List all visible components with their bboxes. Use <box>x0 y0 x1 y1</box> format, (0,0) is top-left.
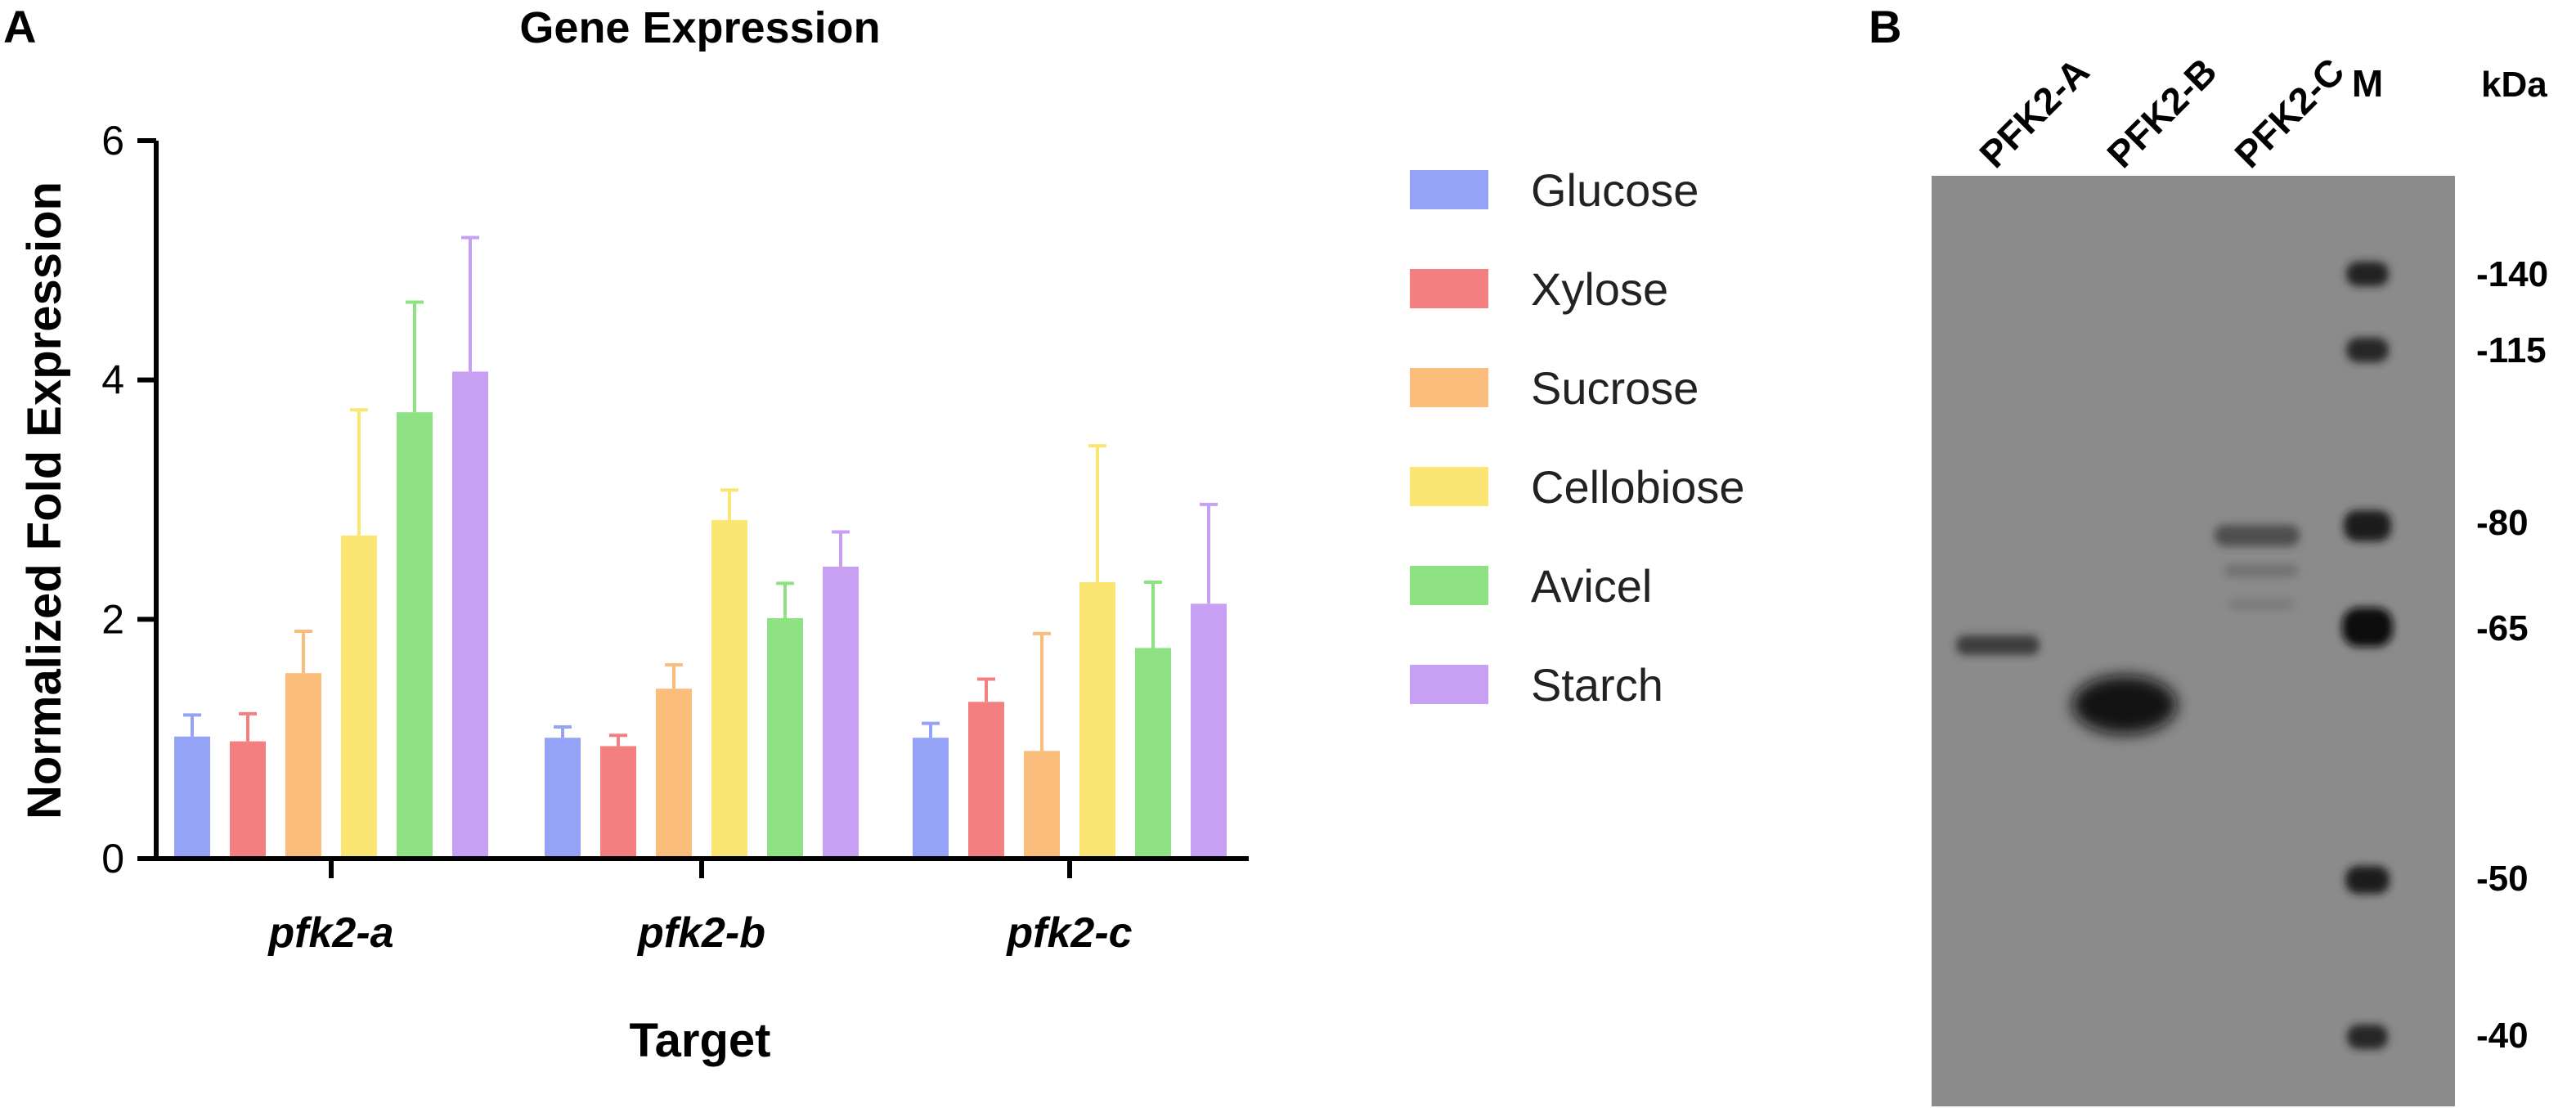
marker-band-40 <box>2347 1025 2388 1049</box>
lane-label-pfk2-c: PFK2-C <box>2226 50 2352 176</box>
bar-pfk2-a-glucose <box>174 736 210 859</box>
bar-pfk2-a-starch <box>452 371 488 859</box>
marker-band-80 <box>2344 510 2391 541</box>
legend-label-starch: Starch <box>1531 659 1663 711</box>
kda-140: -140 <box>2476 254 2548 294</box>
bar-pfk2-a-cellobiose <box>341 535 377 859</box>
y-ticks: 0 2 4 6 <box>101 118 156 881</box>
legend-swatch-sucrose <box>1410 368 1488 407</box>
marker-band-65 <box>2342 608 2393 647</box>
panel-b-label: B <box>1869 1 1901 52</box>
x-tick-label-pfk2-c: pfk2-c <box>1005 909 1132 957</box>
kda-65: -65 <box>2476 608 2529 648</box>
lane-label-marker: M <box>2352 62 2383 105</box>
bar-pfk2-c-xylose <box>968 702 1004 859</box>
kda-50: -50 <box>2476 859 2529 899</box>
lane-label-pfk2-a: PFK2-A <box>1971 50 2097 176</box>
kda-title: kDa <box>2481 65 2547 105</box>
band-pfk2-c-faint-2 <box>2228 599 2294 610</box>
marker-band-50 <box>2345 866 2390 894</box>
y-tick-label-4: 4 <box>101 357 124 403</box>
y-tick-label-6: 6 <box>101 118 124 164</box>
legend-swatch-glucose <box>1410 170 1488 209</box>
lane-label-pfk2-b: PFK2-B <box>2098 50 2224 176</box>
y-tick-label-2: 2 <box>101 596 124 642</box>
y-tick-label-0: 0 <box>101 836 124 881</box>
legend-label-avicel: Avicel <box>1531 560 1652 612</box>
bar-pfk2-b-sucrose <box>656 689 692 859</box>
bar-pfk2-c-starch <box>1191 603 1227 859</box>
bar-pfk2-c-sucrose <box>1024 751 1060 859</box>
x-ticks: pfk2-a pfk2-b pfk2-c <box>267 859 1133 957</box>
band-pfk2-c <box>2215 525 2300 546</box>
band-pfk2-a <box>1956 635 2040 655</box>
bar-pfk2-a-avicel <box>397 412 433 859</box>
y-axis-title: Normalized Fold Expression <box>18 182 71 819</box>
bar-pfk2-c-cellobiose <box>1079 581 1115 859</box>
legend-label-glucose: Glucose <box>1531 164 1699 216</box>
bar-pfk2-c-avicel <box>1135 648 1171 859</box>
legend-swatch-cellobiose <box>1410 467 1488 506</box>
bar-pfk2-a-xylose <box>230 741 266 859</box>
x-tick-label-pfk2-a: pfk2-a <box>267 909 393 957</box>
legend-swatch-starch <box>1410 665 1488 704</box>
gel-bands <box>1956 262 2393 1049</box>
bar-pfk2-b-glucose <box>545 738 581 859</box>
kda-80: -80 <box>2476 503 2529 543</box>
marker-band-140 <box>2346 262 2389 286</box>
bar-pfk2-b-avicel <box>767 617 803 859</box>
chart-title: Gene Expression <box>519 3 880 52</box>
error-bars <box>183 236 1218 751</box>
x-axis-title: Target <box>630 1014 771 1067</box>
kda-markers: -140 -115 -80 -65 -50 -40 <box>2476 254 2548 1056</box>
legend-label-sucrose: Sucrose <box>1531 362 1699 414</box>
kda-115: -115 <box>2476 330 2547 370</box>
legend-swatch-xylose <box>1410 269 1488 308</box>
legend-swatch-avicel <box>1410 566 1488 605</box>
bar-pfk2-c-glucose <box>913 738 949 859</box>
legend: Glucose Xylose Sucrose Cellobiose Avicel Star… <box>1410 164 1745 711</box>
panel-a-label: A <box>3 1 36 52</box>
marker-band-115 <box>2346 338 2389 362</box>
x-tick-label-pfk2-b: pfk2-b <box>636 909 765 957</box>
legend-label-cellobiose: Cellobiose <box>1531 461 1745 513</box>
band-pfk2-c-faint <box>2224 564 2298 577</box>
kda-40: -40 <box>2476 1016 2529 1056</box>
bar-pfk2-a-sucrose <box>285 673 321 859</box>
bar-pfk2-b-xylose <box>600 746 636 859</box>
band-pfk2-b <box>2072 675 2177 734</box>
bar-pfk2-b-starch <box>823 566 859 859</box>
bar-pfk2-b-cellobiose <box>711 519 747 859</box>
legend-label-xylose: Xylose <box>1531 263 1668 315</box>
bars <box>174 371 1227 859</box>
